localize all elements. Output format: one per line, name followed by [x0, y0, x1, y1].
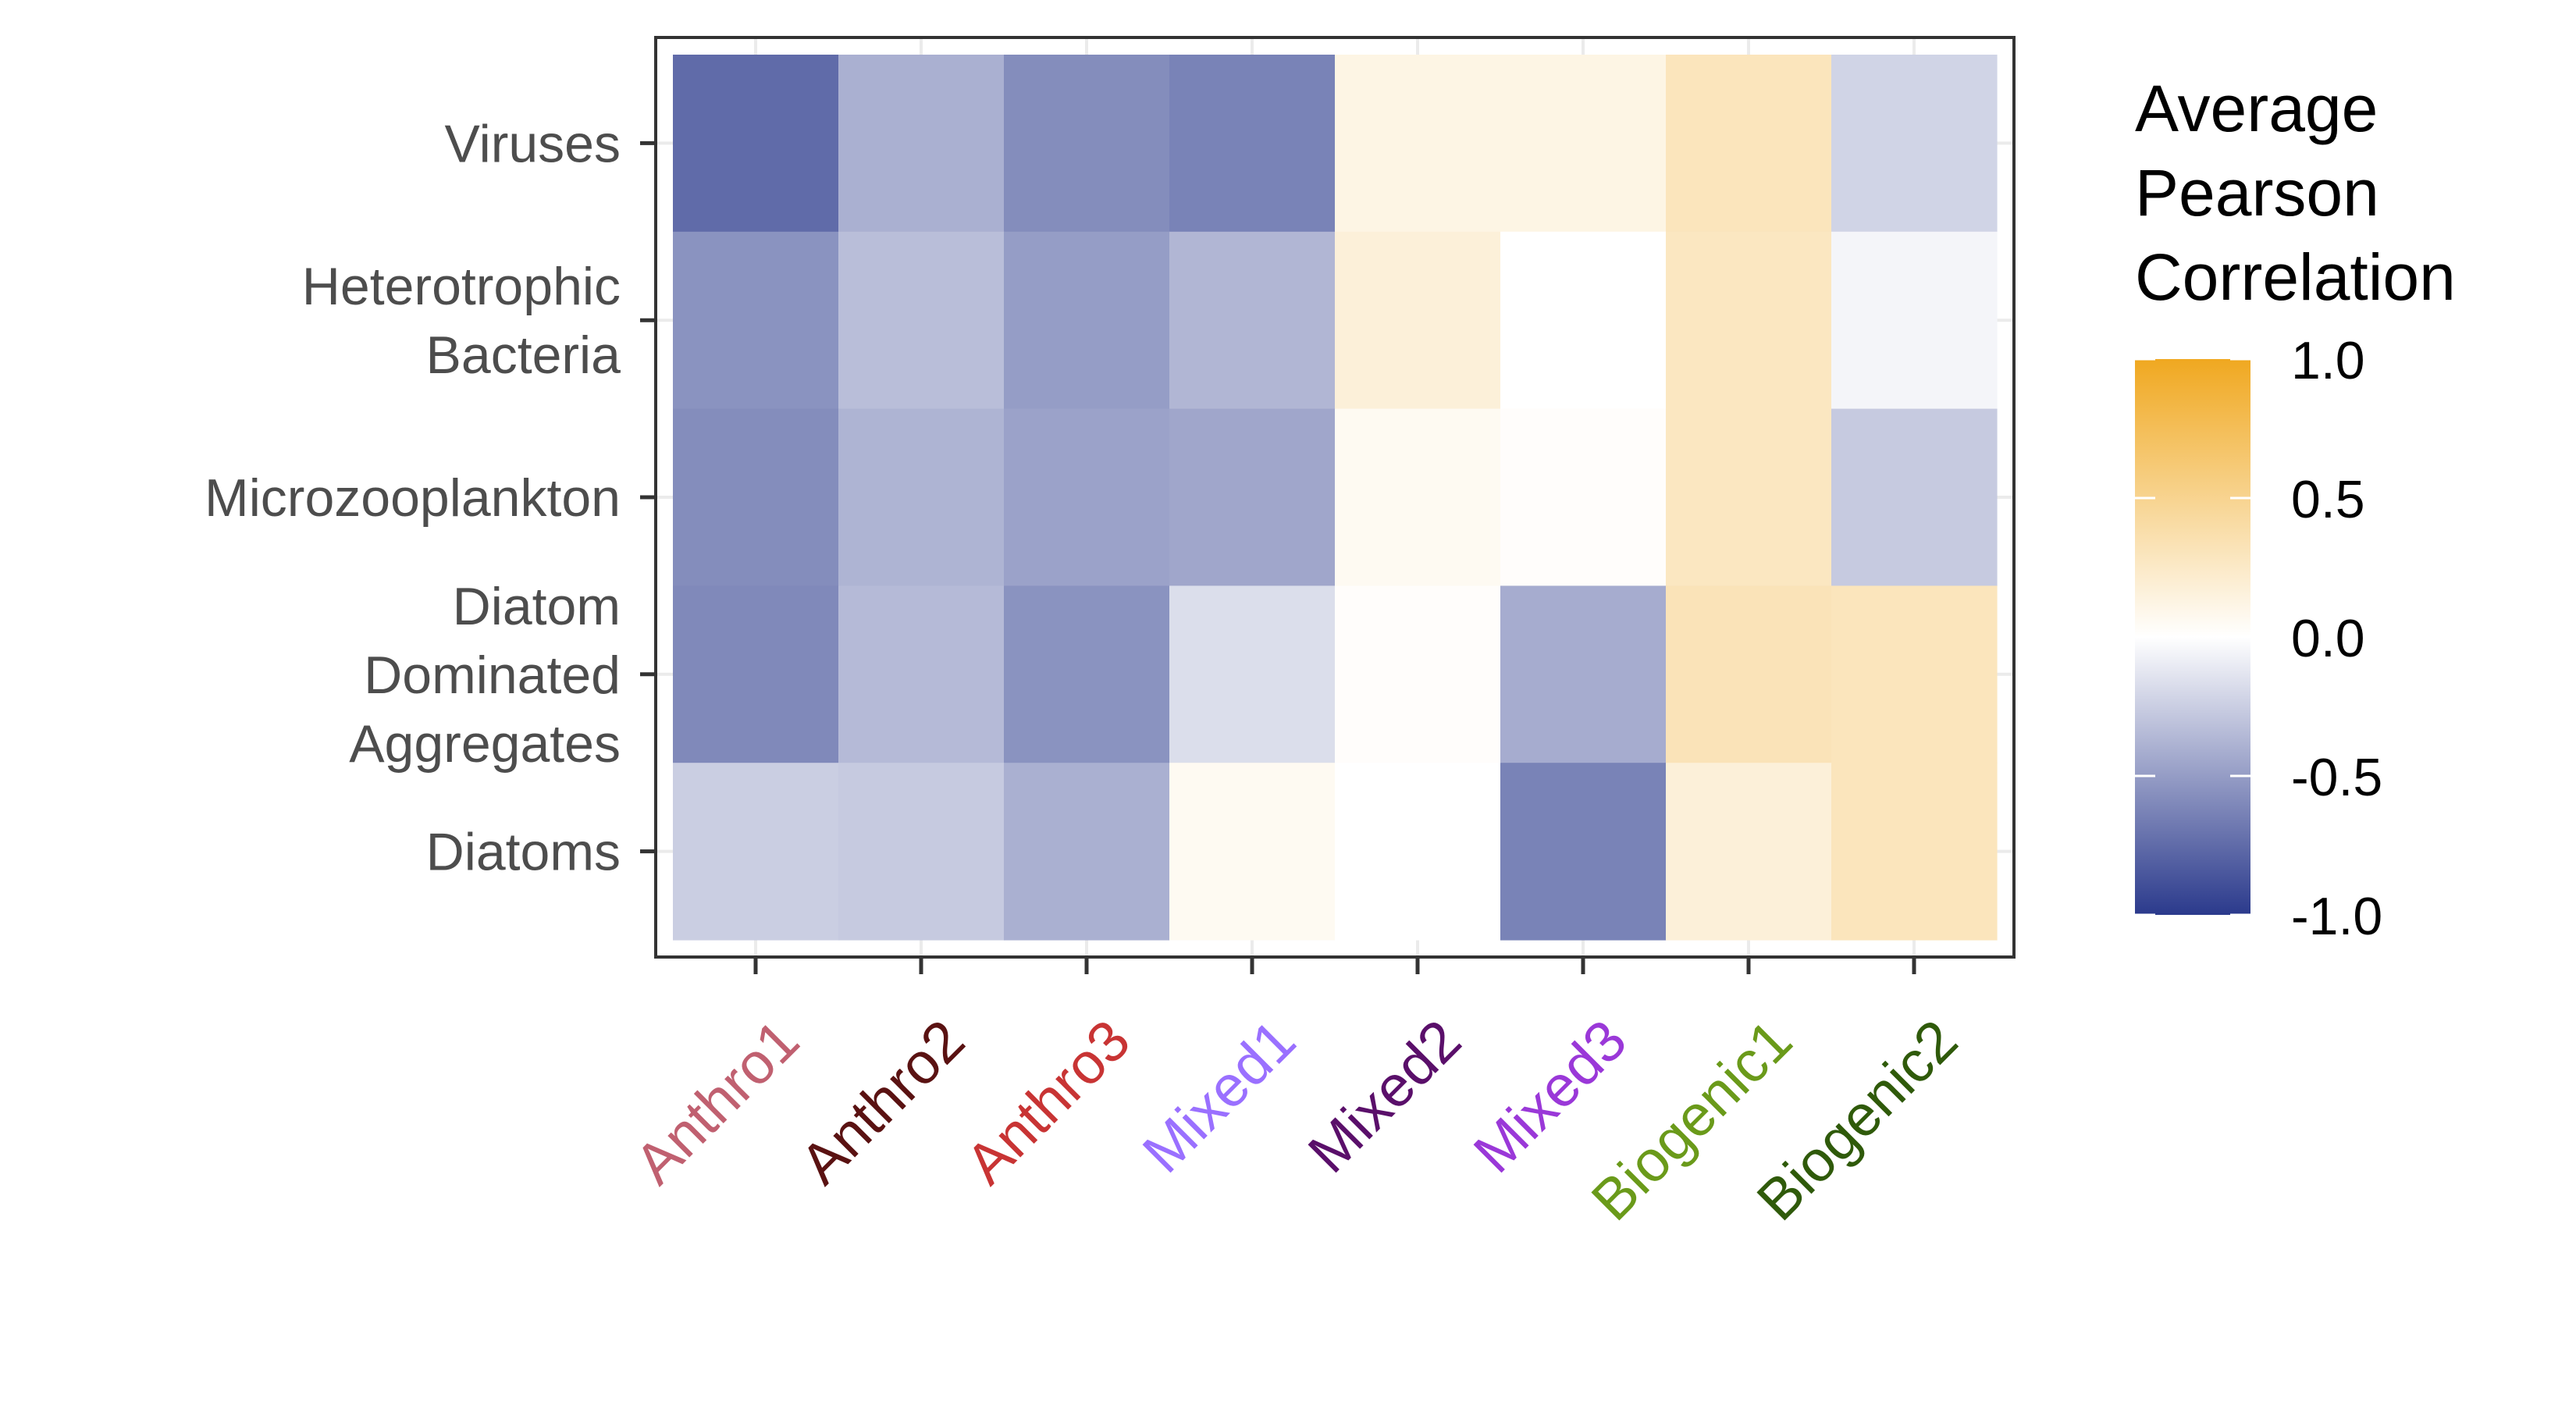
- heatmap-cell: [838, 55, 1005, 233]
- heatmap-cell: [673, 408, 839, 586]
- heatmap-cell: [1335, 408, 1501, 586]
- heatmap-cell: [673, 55, 839, 233]
- heatmap-cell: [1831, 408, 1998, 586]
- x-tick-label: Anthro3: [953, 1008, 1142, 1197]
- heatmap-cell: [673, 231, 839, 410]
- x-tick-label: Mixed1: [1130, 1008, 1308, 1185]
- legend-tick-label: 0.0: [2291, 609, 2365, 668]
- heatmap-cell: [1666, 231, 1832, 410]
- heatmap-cell: [1335, 55, 1501, 233]
- heatmap-cell: [1666, 763, 1832, 941]
- y-tick-label: Heterotrophic: [302, 257, 621, 316]
- y-tick-label: Diatoms: [426, 823, 621, 882]
- heatmap-cell: [1500, 55, 1667, 233]
- heatmap-cell: [1500, 585, 1667, 763]
- legend-tick-label: -0.5: [2291, 748, 2382, 807]
- heatmap-cell: [1500, 408, 1667, 586]
- heatmap-cell: [1335, 763, 1501, 941]
- heatmap-cell: [1004, 231, 1170, 410]
- y-tick-label: Viruses: [444, 114, 621, 173]
- heatmap-cell: [1169, 231, 1336, 410]
- heatmap-cell: [1169, 585, 1336, 763]
- legend-title: Average: [2135, 72, 2378, 145]
- heatmap-cell: [838, 231, 1005, 410]
- heatmap-cell: [1004, 585, 1170, 763]
- legend-title: Correlation: [2135, 240, 2456, 314]
- x-tick-label: Anthro2: [788, 1008, 977, 1197]
- heatmap-cell: [1500, 231, 1667, 410]
- heatmap-cell: [673, 763, 839, 941]
- y-tick-label: Aggregates: [349, 714, 621, 774]
- heatmap-cell: [1666, 408, 1832, 586]
- heatmap-cell: [1169, 408, 1336, 586]
- y-tick-label: Dominated: [364, 646, 621, 705]
- heatmap-cells: [673, 55, 1998, 941]
- y-tick-label: Microzooplankton: [205, 468, 621, 528]
- heatmap-cell: [1335, 585, 1501, 763]
- heatmap-cell: [1831, 231, 1998, 410]
- heatmap-cell: [1169, 763, 1336, 941]
- heatmap-cell: [838, 763, 1005, 941]
- y-tick-label: Diatom: [453, 577, 621, 636]
- heatmap-cell: [1169, 55, 1336, 233]
- heatmap-cell: [1335, 231, 1501, 410]
- heatmap-cell: [1831, 585, 1998, 763]
- heatmap-cell: [1666, 585, 1832, 763]
- heatmap-cell: [1831, 763, 1998, 941]
- color-legend: Average Pearson Correlation 1.0 0.5 0.0 -0.5 -1…: [2135, 72, 2456, 946]
- legend-title: Pearson: [2135, 156, 2379, 229]
- x-tick-label: Mixed2: [1296, 1008, 1473, 1185]
- heatmap-cell: [1666, 55, 1832, 233]
- heatmap-cell: [1004, 763, 1170, 941]
- y-tick-label: Bacteria: [426, 326, 621, 385]
- heatmap-cell: [673, 585, 839, 763]
- heatmap-cell: [1500, 763, 1667, 941]
- x-axis: Anthro1Anthro2Anthro3Mixed1Mixed2Mixed3B…: [622, 957, 1969, 1233]
- y-axis: Viruses Heterotrophic Bacteria Microzooplan…: [205, 114, 656, 882]
- legend-tick-label: 0.5: [2291, 470, 2365, 529]
- legend-tick-label: 1.0: [2291, 331, 2365, 390]
- heatmap-cell: [1831, 55, 1998, 233]
- heatmap-cell: [838, 585, 1005, 763]
- heatmap-cell: [838, 408, 1005, 586]
- legend-tick-label: -1.0: [2291, 887, 2382, 946]
- x-tick-label: Anthro1: [622, 1008, 811, 1197]
- heatmap-cell: [1004, 408, 1170, 586]
- heatmap-cell: [1004, 55, 1170, 233]
